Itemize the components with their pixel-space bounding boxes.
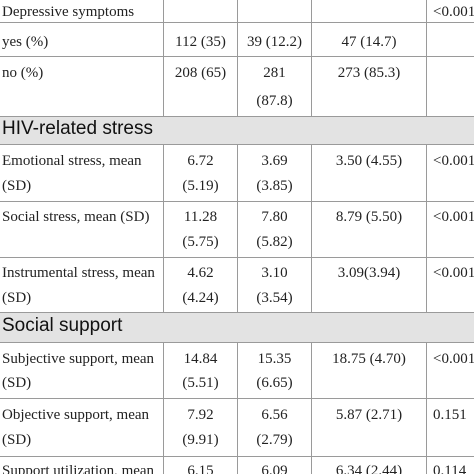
row-label: Instrumental stress, mean bbox=[2, 265, 155, 281]
row-label: Social stress, mean (SD) bbox=[2, 209, 150, 225]
cell-group2: 15.35 bbox=[257, 351, 292, 367]
cell-group2: 281 bbox=[263, 65, 286, 81]
p-value: <0.001 bbox=[433, 209, 474, 225]
cell-group1-sd: (5.75) bbox=[182, 234, 219, 250]
cell-group3: 3.50 (4.55) bbox=[335, 153, 403, 169]
cell-group2-sd: (6.65) bbox=[256, 375, 293, 391]
column-divider bbox=[163, 144, 164, 312]
cell-group1: 11.28 bbox=[183, 209, 218, 225]
cell-group1: 6.15 bbox=[187, 463, 214, 474]
column-divider bbox=[426, 144, 427, 312]
cell-group2-sd: (87.8) bbox=[256, 93, 293, 109]
row-label: Objective support, mean bbox=[2, 407, 150, 423]
p-value: <0.001 bbox=[433, 265, 474, 281]
cell-group3: 273 (85.3) bbox=[337, 65, 401, 81]
row-label-cont: (SD) bbox=[2, 375, 32, 391]
cell-group3: 47 (14.7) bbox=[341, 34, 397, 50]
cell-group2-sd: (5.82) bbox=[256, 234, 293, 250]
column-divider bbox=[311, 342, 312, 474]
cell-group2: 3.69 bbox=[261, 153, 288, 169]
p-value: <0.001 bbox=[433, 351, 474, 367]
cell-group3: 8.79 (5.50) bbox=[335, 209, 403, 225]
row-label: Depressive symptoms bbox=[2, 4, 135, 20]
cell-group3: 18.75 (4.70) bbox=[332, 351, 406, 367]
cell-group1-sd: (4.24) bbox=[182, 290, 219, 306]
row-label-cont: (SD) bbox=[2, 290, 32, 306]
cell-group2: 39 (12.2) bbox=[247, 34, 302, 50]
section-header-social-support: Social support bbox=[0, 312, 474, 342]
column-divider bbox=[163, 0, 164, 116]
column-divider bbox=[237, 0, 238, 116]
cell-group2: 6.56 bbox=[261, 407, 288, 423]
column-divider bbox=[426, 0, 427, 116]
cell-group2: 7.80 bbox=[261, 209, 288, 225]
cell-group1: 208 (65) bbox=[174, 65, 227, 81]
row-divider bbox=[0, 116, 474, 117]
row-label: Subjective support, mean bbox=[2, 351, 155, 367]
row-label: no (%) bbox=[2, 65, 44, 81]
cell-group3: 6.34 (2.44) bbox=[335, 463, 403, 474]
cell-group2-sd: (3.85) bbox=[256, 178, 293, 194]
cell-group1-sd: (9.91) bbox=[182, 432, 219, 448]
p-value: 0.151 bbox=[433, 407, 467, 423]
p-value: <0.001 bbox=[433, 153, 474, 169]
row-label: yes (%) bbox=[2, 34, 49, 50]
column-divider bbox=[237, 342, 238, 474]
cell-group2-sd: (2.79) bbox=[256, 432, 293, 448]
cell-group2: 6.09 bbox=[261, 463, 288, 474]
cell-group3: 3.09(3.94) bbox=[337, 265, 401, 281]
row-label: Support utilization, mean bbox=[2, 463, 155, 474]
p-value: <0.001 bbox=[433, 4, 474, 20]
cell-group1: 14.84 bbox=[183, 351, 218, 367]
section-title: HIV-related stress bbox=[2, 118, 153, 139]
cell-group2-sd: (3.54) bbox=[256, 290, 293, 306]
row-label-cont: (SD) bbox=[2, 178, 32, 194]
column-divider bbox=[311, 144, 312, 312]
cell-group2: 3.10 bbox=[261, 265, 288, 281]
section-header-hiv-stress: HIV-related stress bbox=[0, 116, 474, 144]
section-title: Social support bbox=[2, 315, 123, 336]
column-divider bbox=[237, 144, 238, 312]
cell-group1: 6.72 bbox=[187, 153, 214, 169]
cell-group3: 5.87 (2.71) bbox=[335, 407, 403, 423]
row-divider bbox=[0, 312, 474, 313]
row-label: Emotional stress, mean bbox=[2, 153, 142, 169]
cell-group1: 7.92 bbox=[187, 407, 214, 423]
column-divider bbox=[163, 342, 164, 474]
row-label-cont: (SD) bbox=[2, 432, 32, 448]
column-divider bbox=[426, 342, 427, 474]
cell-group1: 4.62 bbox=[187, 265, 214, 281]
cell-group1: 112 (35) bbox=[175, 34, 226, 50]
cell-group1-sd: (5.51) bbox=[182, 375, 219, 391]
p-value: 0.114 bbox=[433, 463, 467, 474]
cell-group1-sd: (5.19) bbox=[182, 178, 219, 194]
column-divider bbox=[311, 0, 312, 116]
